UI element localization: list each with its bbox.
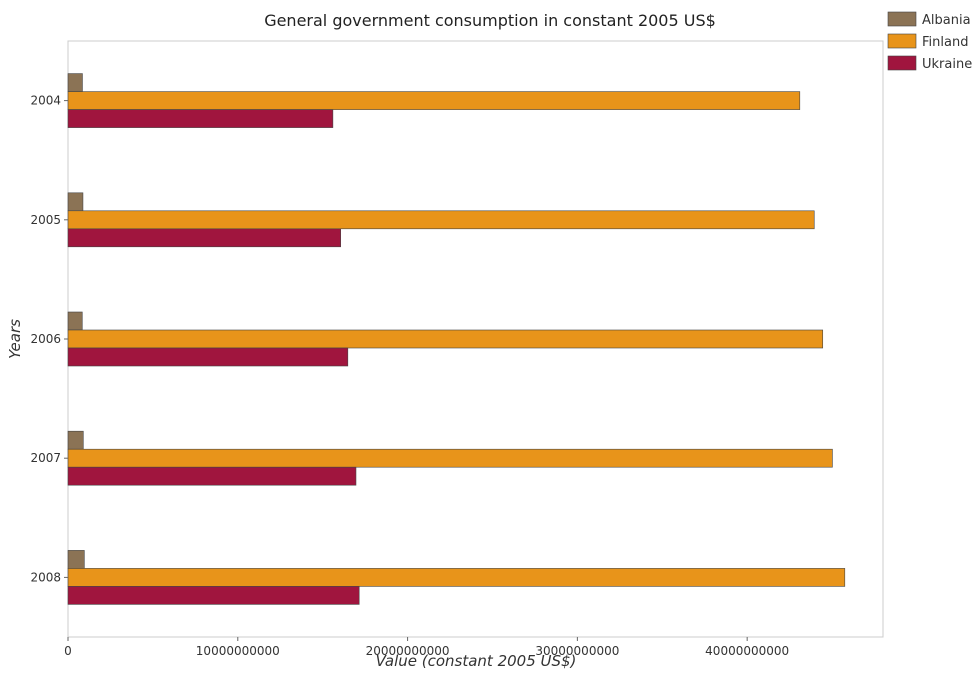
- x-axis-ticks: 0 10000000000 20000000000 30000000000 400000…: [64, 637, 789, 658]
- bar-albania-2007: [67, 430, 84, 450]
- bar-albania-2008: [67, 550, 85, 569]
- bar-ukraine-2007: [67, 466, 357, 486]
- bar-albania-2005: [67, 192, 84, 212]
- y-tick-label: 2006: [30, 332, 61, 346]
- x-tick-label: 30000000000: [535, 644, 619, 658]
- y-axis-ticks: 2004 2005 2006 2007 2008: [30, 94, 68, 584]
- y-axis-label: Years: [6, 319, 24, 359]
- chart-title: General government consumption in consta…: [264, 11, 716, 30]
- bars-group: [67, 73, 846, 605]
- bar-albania-2006: [67, 311, 83, 331]
- bar-ukraine-2008: [67, 586, 360, 605]
- bar-finland-2006: [67, 329, 824, 349]
- legend-label-finland: Finland: [922, 35, 968, 50]
- x-tick-label: 20000000000: [366, 644, 450, 658]
- legend-swatch-albania: [887, 11, 917, 27]
- x-axis-label: Value (constant 2005 US$): [376, 652, 577, 670]
- x-tick-label: 10000000000: [196, 644, 280, 658]
- legend-swatch-ukraine: [887, 55, 917, 71]
- bar-finland-2005: [67, 210, 815, 230]
- bar-finland-2007: [67, 448, 833, 468]
- bar-ukraine-2006: [67, 347, 349, 367]
- legend-label-ukraine: Ukraine: [922, 57, 972, 72]
- bar-finland-2008: [67, 568, 846, 587]
- bar-finland-2004: [67, 91, 801, 110]
- legend-swatch-finland: [887, 33, 917, 49]
- y-tick-label: 2005: [30, 213, 61, 227]
- legend-label-albania: Albania: [922, 13, 971, 28]
- bar-albania-2004: [67, 73, 83, 92]
- bar-ukraine-2004: [67, 109, 334, 128]
- legend: Albania Finland Ukraine: [887, 11, 972, 72]
- y-tick-label: 2008: [30, 570, 61, 584]
- x-tick-label: 0: [64, 644, 72, 658]
- x-tick-label: 40000000000: [705, 644, 789, 658]
- y-tick-label: 2007: [30, 451, 61, 465]
- bar-ukraine-2005: [67, 228, 341, 248]
- y-tick-label: 2004: [30, 94, 61, 108]
